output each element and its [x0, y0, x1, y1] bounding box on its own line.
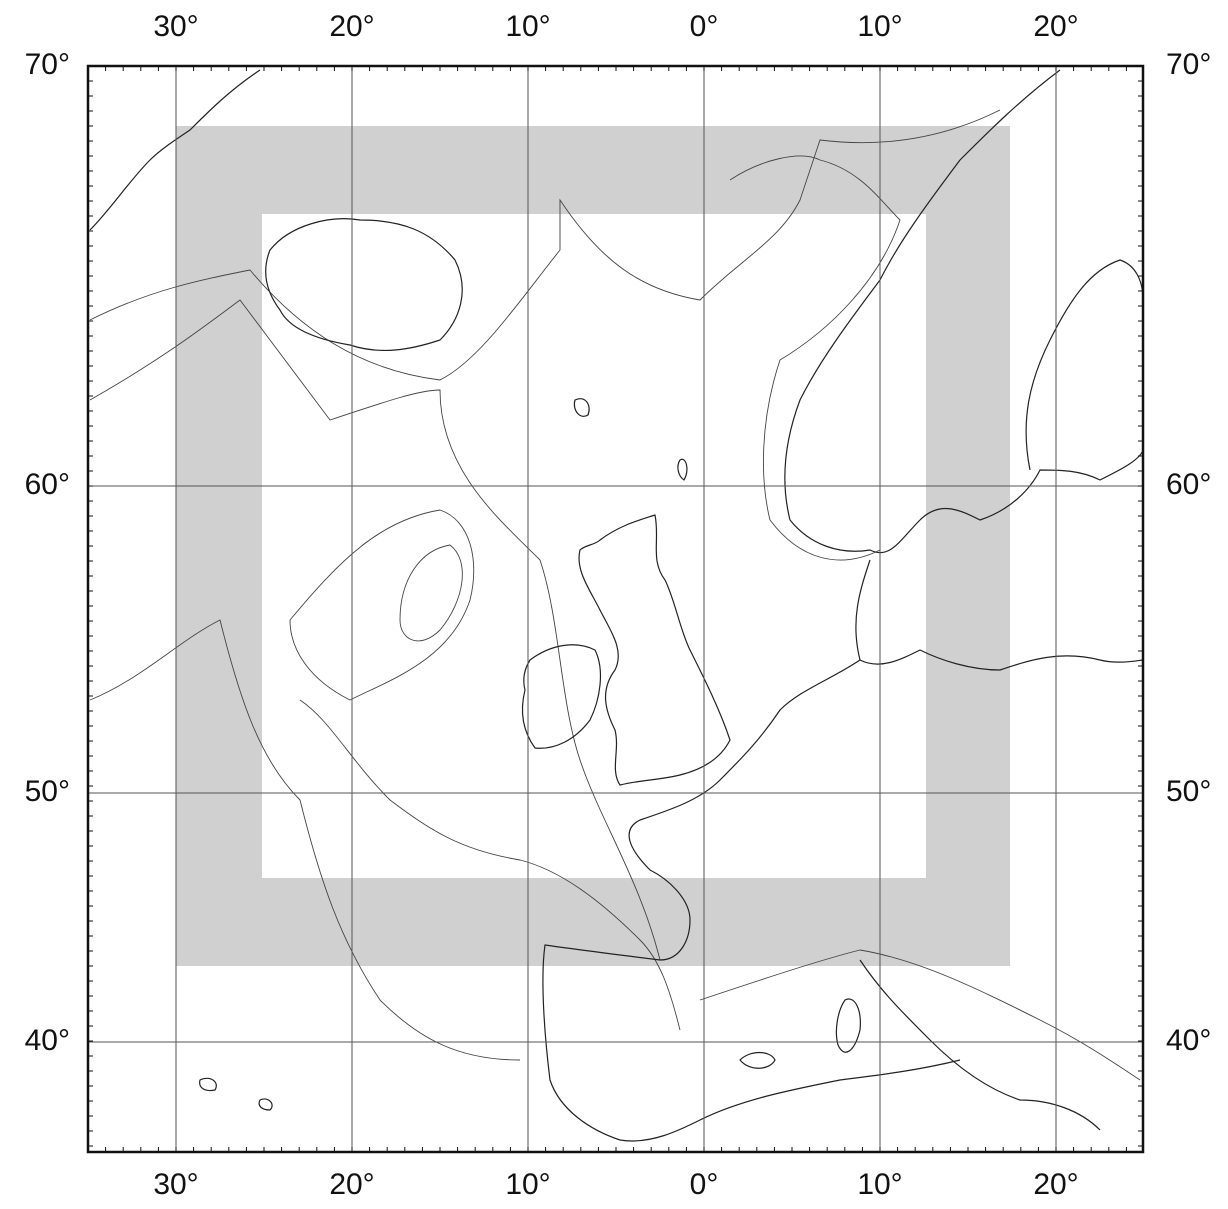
- graticule: [88, 66, 1143, 1152]
- axis-labels: 30° 30° 20° 20° 10° 10° 0° 0° 10° 10° 20° 20° 70° 70°…: [25, 10, 1212, 1201]
- coastline: [855, 559, 1143, 671]
- longitude-label: 0°: [690, 10, 719, 43]
- coastline: [739, 1051, 776, 1069]
- coastline: [578, 514, 731, 786]
- coastline: [89, 69, 261, 231]
- latitude-label: 50°: [25, 775, 70, 808]
- longitude-label: 20°: [1033, 10, 1078, 43]
- longitude-label: 30°: [153, 10, 198, 43]
- latitude-label: 60°: [25, 468, 70, 501]
- longitude-label: 20°: [1033, 1168, 1078, 1201]
- longitude-label: 10°: [505, 1168, 550, 1201]
- latitude-label: 70°: [1166, 48, 1211, 81]
- coastline: [542, 659, 961, 1142]
- frame-ticks: [87, 65, 1143, 1152]
- coastline: [521, 644, 601, 749]
- longitude-label: 10°: [505, 10, 550, 43]
- longitude-label: 10°: [857, 1168, 902, 1201]
- longitude-label: 20°: [329, 1168, 374, 1201]
- longitude-label: 30°: [153, 1168, 198, 1201]
- latitude-label: 60°: [1166, 468, 1211, 501]
- latitude-label: 50°: [1166, 775, 1211, 808]
- depth-contour: [89, 299, 661, 961]
- coastline: [859, 959, 1101, 1131]
- latitude-label: 70°: [25, 48, 70, 81]
- coastline: [265, 218, 463, 352]
- map-content: [88, 66, 1143, 1152]
- coastline: [199, 1077, 273, 1111]
- domain-band: [176, 126, 1010, 966]
- depth-contour: [89, 619, 521, 1061]
- longitude-label: 20°: [329, 10, 374, 43]
- coastline: [1025, 259, 1143, 471]
- depth-contour: [699, 949, 1141, 1081]
- depth-contour: [289, 509, 475, 701]
- coastline: [835, 998, 861, 1053]
- longitude-label: 10°: [857, 10, 902, 43]
- latitude-label: 40°: [1166, 1024, 1211, 1057]
- depth-contour: [299, 699, 681, 1031]
- longitude-label: 0°: [690, 1168, 719, 1201]
- depth-contour: [89, 109, 1001, 381]
- coastline: [573, 398, 590, 417]
- depth-contour: [399, 544, 463, 642]
- coastline: [677, 458, 688, 481]
- depth-contour: [729, 155, 901, 561]
- latitude-label: 40°: [25, 1024, 70, 1057]
